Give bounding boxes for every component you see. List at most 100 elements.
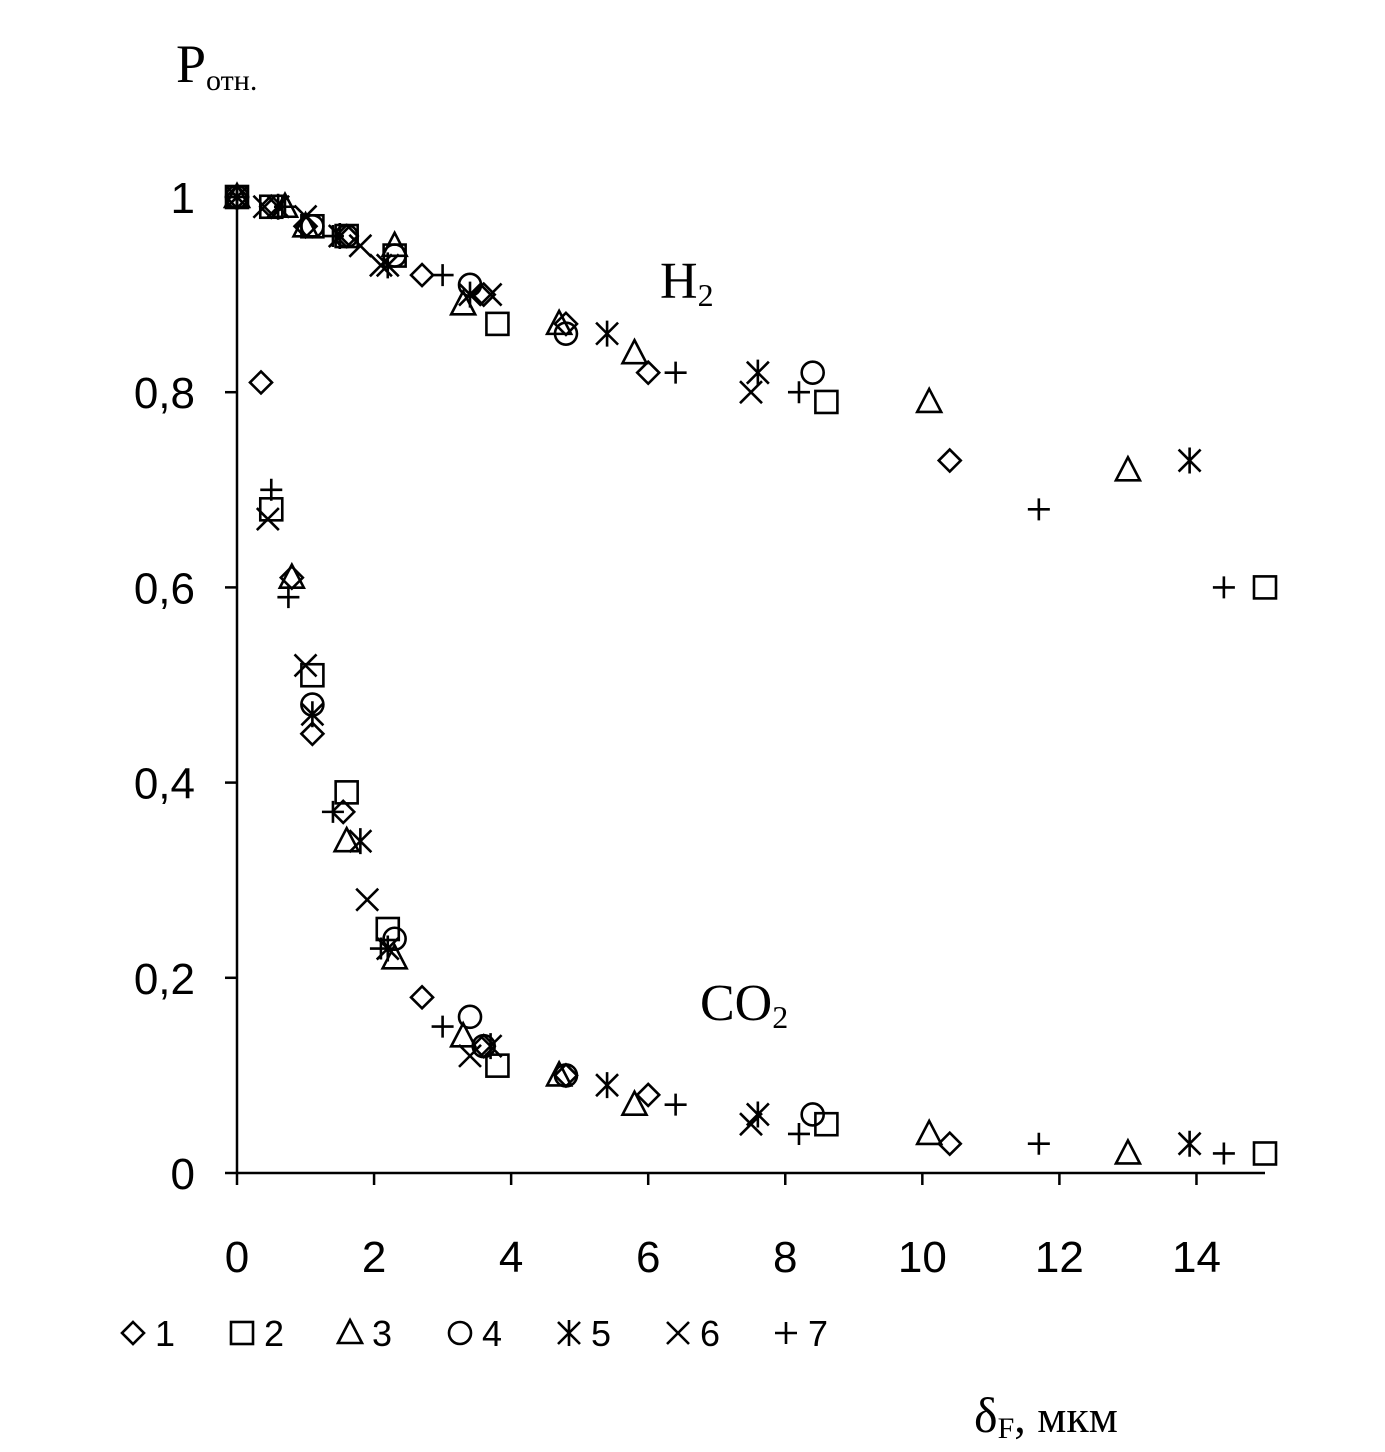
x-axis-label-unit: , мкм bbox=[1014, 1391, 1118, 1442]
data-point-co2-plus-marker bbox=[431, 1015, 454, 1038]
data-point-co2-triangle-marker bbox=[449, 1020, 478, 1048]
data-point-co2-triangle-marker bbox=[277, 561, 306, 589]
y-tick-label: 0,2 bbox=[134, 955, 195, 1004]
legend-label: 4 bbox=[482, 1313, 502, 1354]
x-tick-label: 6 bbox=[636, 1233, 660, 1282]
data-point-co2-plus-marker bbox=[1212, 1142, 1235, 1165]
data-point-h2-plus-marker bbox=[1212, 576, 1235, 599]
data-point-h2-x-marker bbox=[369, 253, 393, 278]
legend-label: 2 bbox=[264, 1313, 284, 1354]
data-point-h2-plus-marker bbox=[226, 186, 248, 208]
data-point-co2-plus-marker bbox=[664, 1093, 687, 1116]
x-tick-label: 4 bbox=[499, 1233, 523, 1282]
data-point-co2-asterisk-marker bbox=[1177, 1130, 1202, 1157]
legend-label: 5 bbox=[591, 1313, 611, 1354]
data-point-co2-diamond-marker bbox=[248, 369, 274, 396]
series-6 bbox=[225, 185, 763, 1137]
data-point-h2-circle-marker bbox=[300, 213, 325, 239]
x-axis-label: δF, мкм bbox=[974, 1387, 1118, 1445]
y-tick-label: 0,8 bbox=[134, 369, 195, 418]
data-point-co2-asterisk-marker bbox=[478, 1033, 503, 1060]
y-tick-label: 0 bbox=[171, 1150, 195, 1199]
data-point-co2-circle-marker bbox=[382, 926, 407, 952]
y-tick-label: 1 bbox=[171, 174, 195, 223]
legend-diamond-icon bbox=[120, 1320, 146, 1346]
x-tick-label: 0 bbox=[225, 1233, 249, 1282]
axes: 0 2 4 6 8 10 12 14 0 0,2 0,4 0,6 0,8 1 bbox=[134, 174, 1265, 1282]
data-point-h2-circle-marker bbox=[553, 321, 579, 346]
data-point-co2-asterisk-marker bbox=[745, 1101, 770, 1128]
data-point-co2-diamond-marker bbox=[409, 984, 435, 1011]
annotation-co2-sub: 2 bbox=[772, 999, 788, 1035]
data-point-h2-diamond-marker bbox=[635, 359, 662, 386]
legend-item-5: 5 bbox=[557, 1313, 611, 1354]
data-point-co2-diamond-marker bbox=[936, 1130, 963, 1157]
legend-label: 6 bbox=[700, 1313, 720, 1354]
data-point-h2-asterisk-marker bbox=[745, 359, 770, 386]
y-axis-label-main: P bbox=[176, 34, 206, 94]
series-7 bbox=[226, 186, 1235, 1165]
data-point-co2-triangle-marker bbox=[1113, 1137, 1143, 1165]
data-point-h2-triangle-marker bbox=[1113, 454, 1143, 482]
x-axis-label-main: δ bbox=[974, 1387, 998, 1443]
legend-square-icon bbox=[229, 1320, 255, 1346]
data-point-h2-square-marker bbox=[485, 311, 510, 337]
data-point-co2-plus-marker bbox=[369, 937, 392, 960]
annotation-h2-main: H bbox=[660, 253, 698, 310]
y-axis-label: Pотн. bbox=[176, 34, 257, 97]
legend-x-icon bbox=[666, 1321, 690, 1345]
data-point-co2-square-marker bbox=[1252, 1141, 1278, 1166]
data-point-co2-asterisk-marker bbox=[595, 1072, 619, 1099]
legend-label: 3 bbox=[372, 1313, 392, 1354]
data-point-co2-circle-marker bbox=[457, 1004, 483, 1030]
data-point-co2-plus-marker bbox=[260, 478, 283, 501]
series-3 bbox=[222, 181, 1143, 1165]
data-point-h2-triangle-marker bbox=[915, 386, 944, 414]
data-point-co2-asterisk-marker bbox=[300, 701, 325, 728]
x-axis-label-sub: F bbox=[998, 1412, 1015, 1445]
legend-triangle-icon bbox=[335, 1317, 365, 1345]
data-point-h2-asterisk-marker bbox=[458, 281, 482, 308]
legend-item-2: 2 bbox=[229, 1313, 284, 1354]
data-point-co2-square-marker bbox=[334, 780, 359, 805]
legend-item-7: 7 bbox=[775, 1313, 828, 1354]
legend-circle-icon bbox=[447, 1320, 473, 1346]
data-points bbox=[222, 181, 1278, 1166]
legend-item-1: 1 bbox=[120, 1313, 175, 1354]
data-point-co2-circle-marker bbox=[800, 1102, 825, 1127]
legend-label: 7 bbox=[808, 1313, 828, 1354]
data-point-co2-x-marker bbox=[739, 1112, 763, 1137]
data-point-h2-plus-marker bbox=[273, 195, 296, 218]
x-tick-label: 8 bbox=[773, 1233, 797, 1282]
data-point-co2-plus-marker bbox=[1027, 1132, 1050, 1155]
data-point-co2-triangle-marker bbox=[620, 1088, 649, 1116]
data-point-h2-asterisk-marker bbox=[1177, 447, 1202, 474]
data-point-co2-plus-marker bbox=[787, 1122, 810, 1145]
data-point-h2-x-marker bbox=[478, 282, 503, 307]
data-point-h2-triangle-marker bbox=[620, 337, 649, 365]
legend-label: 1 bbox=[155, 1313, 175, 1354]
data-point-h2-x-marker bbox=[348, 233, 373, 258]
data-point-h2-x-marker bbox=[293, 204, 318, 229]
x-tick-label: 2 bbox=[362, 1233, 386, 1282]
data-point-co2-triangle-marker bbox=[915, 1118, 944, 1146]
legend-plus-icon bbox=[775, 1322, 797, 1344]
data-point-co2-plus-marker bbox=[277, 586, 300, 609]
legend: 1 2 3 4 5 6 7 bbox=[120, 1313, 828, 1354]
data-point-h2-plus-marker bbox=[664, 361, 687, 384]
legend-asterisk-icon bbox=[557, 1320, 581, 1346]
data-point-co2-diamond-marker bbox=[635, 1082, 662, 1108]
x-tick-label: 12 bbox=[1035, 1233, 1084, 1282]
legend-item-6: 6 bbox=[666, 1313, 720, 1354]
data-point-h2-diamond-marker bbox=[409, 262, 435, 288]
data-point-h2-circle-marker bbox=[800, 360, 825, 385]
data-point-h2-triangle-marker bbox=[380, 229, 409, 258]
data-point-co2-triangle-marker bbox=[332, 825, 361, 853]
legend-item-3: 3 bbox=[335, 1313, 392, 1354]
data-point-h2-diamond-marker bbox=[470, 281, 497, 308]
data-point-co2-square-marker bbox=[300, 662, 325, 688]
data-point-h2-asterisk-marker bbox=[595, 320, 619, 347]
data-point-h2-square-marker bbox=[814, 389, 839, 415]
annotation-h2: H2 bbox=[660, 253, 714, 313]
data-point-h2-x-marker bbox=[252, 194, 277, 219]
